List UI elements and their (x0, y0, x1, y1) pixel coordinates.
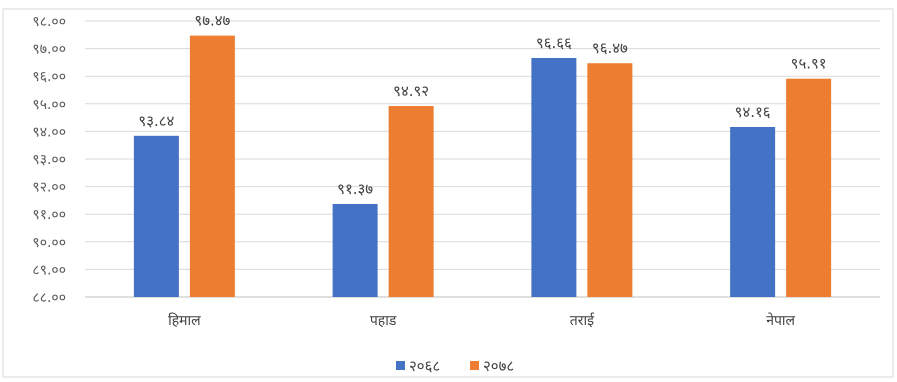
y-tick-label: ९२.०० (32, 180, 66, 196)
legend-label: २०६८ (409, 357, 440, 375)
y-tick-label: ९३.०० (32, 152, 66, 168)
data-label: ९४.९२ (393, 82, 429, 100)
bars (133, 35, 832, 298)
y-tick-label: ८८.०० (32, 290, 66, 306)
y-tick-label: ९८.०० (32, 14, 66, 30)
x-category-label: नेपाल (766, 312, 795, 329)
data-label: ९६.६६ (536, 34, 572, 52)
data-labels: ९३.८४ ९७.४७ ९१.३७ ९४.९२ ९६.६६ ९६.४७ ९४.१६ ९५.९१ (138, 12, 826, 198)
y-tick-label: ९६.०० (32, 69, 66, 85)
x-axis-category-labels: हिमाल पहाड तराई नेपाल (168, 312, 795, 329)
y-tick-label: ९४.०० (32, 124, 66, 140)
data-label: ९४.१६ (735, 103, 771, 121)
y-tick-label: ९१.०० (32, 207, 66, 223)
bar-s2-2 (587, 63, 633, 298)
bar-s1-3 (730, 126, 776, 297)
y-tick-label: ८९.०० (32, 262, 66, 278)
data-label: ९३.८४ (138, 112, 174, 130)
bar-s1-2 (531, 57, 577, 297)
bar-s2-1 (388, 106, 434, 298)
y-tick-label: ९७.०० (32, 42, 66, 58)
bar-s2-3 (786, 78, 832, 298)
y-axis-tick-labels: ८८.०० ८९.०० ९०.०० ९१.०० ९२.०० ९३.०० ९४.०० ९५.००… (32, 14, 66, 306)
bar-s1-0 (133, 135, 179, 297)
legend-swatch (396, 361, 405, 370)
data-label: ९६.४७ (592, 39, 628, 57)
bar-s2-0 (189, 35, 235, 298)
data-label: ९७.४७ (194, 12, 230, 30)
legend: २०६८ २०७८ (396, 357, 514, 375)
legend-swatch (470, 361, 479, 370)
data-label: ९१.३७ (337, 180, 373, 198)
y-tick-label: ९५.०० (32, 97, 66, 113)
x-category-label: तराई (570, 312, 595, 329)
bar-s1-1 (332, 203, 378, 297)
legend-label: २०७८ (483, 357, 514, 375)
x-category-label: पहाड (370, 313, 397, 329)
y-tick-label: ९०.०० (32, 235, 66, 251)
x-category-label: हिमाल (168, 312, 201, 329)
data-label: ९५.९१ (791, 55, 827, 73)
